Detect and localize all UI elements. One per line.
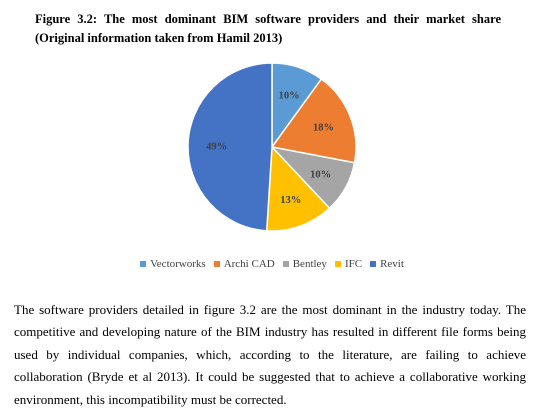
legend-label: Vectorworks (150, 258, 206, 270)
caption-title: Figure 3.2: The most dominant BIM softwa… (35, 12, 501, 26)
chart-legend: Vectorworks Archi CAD Bentley IFC Revit (120, 258, 424, 270)
caption-source: (Original information taken from Hamil 2… (35, 31, 283, 45)
legend-swatch (140, 261, 147, 267)
data-label: 49% (206, 141, 227, 152)
paragraph-line: used by individual companies, which, acc… (14, 346, 526, 362)
legend-label: Bentley (292, 258, 327, 270)
paragraph-line: environment, this incompatibility must b… (14, 391, 287, 407)
paragraph-line: competitive and developing nature of the… (14, 324, 526, 340)
legend-item: Revit (370, 258, 404, 270)
legend-item: Vectorworks (140, 258, 206, 270)
legend-swatch (282, 261, 289, 267)
body-paragraph: The software providers detailed in figur… (14, 299, 526, 411)
legend-label: Archi CAD (223, 258, 275, 270)
pie-chart: 10% 18% 10% 13% 49% (120, 54, 424, 286)
pie-slice-archi-cad (270, 77, 357, 164)
pie-slice-revit (187, 62, 273, 232)
legend-label: IFC (344, 258, 363, 270)
data-label: 18% (313, 123, 334, 134)
data-label: 13% (280, 195, 301, 206)
data-label: 10% (279, 90, 300, 101)
data-label: 10% (310, 170, 331, 181)
legend-label: Revit (380, 258, 404, 270)
legend-item: IFC (334, 258, 363, 270)
pie-slice-ifc (265, 145, 331, 232)
pie-chart-svg: 10% 18% 10% 13% 49% (187, 62, 357, 232)
legend-swatch (334, 261, 341, 267)
legend-swatch (213, 261, 220, 267)
legend-swatch (370, 261, 377, 267)
figure-caption: Figure 3.2: The most dominant BIM softwa… (35, 10, 501, 48)
legend-item: Bentley (282, 258, 327, 270)
paragraph-line: The software providers detailed in figur… (14, 302, 526, 317)
legend-item: Archi CAD (213, 258, 275, 270)
paragraph-line: collaboration (Bryde et al 2013). It cou… (14, 369, 526, 385)
